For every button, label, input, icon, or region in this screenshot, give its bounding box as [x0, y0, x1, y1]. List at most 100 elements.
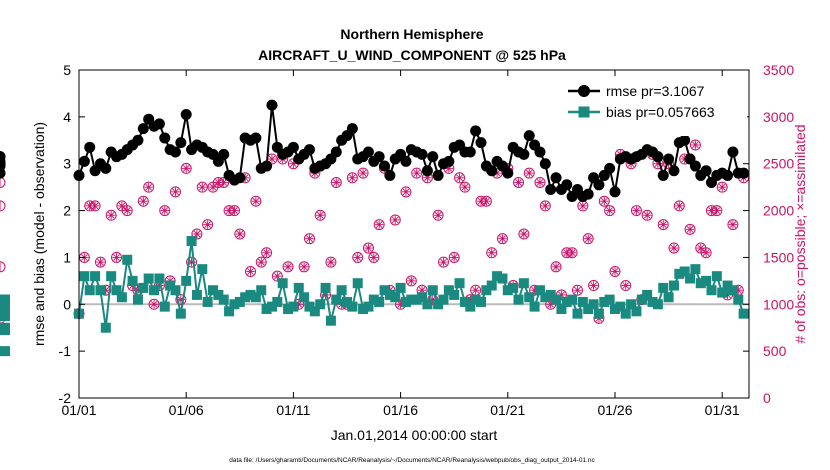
bias-point: [631, 306, 642, 317]
obs-assimilated-cross: [590, 282, 597, 289]
obs-assimilated-cross: [499, 235, 506, 243]
bias-point: [186, 236, 197, 247]
rmse-point: [486, 165, 498, 177]
plot-frame: [78, 69, 750, 399]
rmse-point: [250, 132, 262, 144]
obs-possible-circle: [89, 200, 101, 212]
bias-point: [524, 292, 535, 303]
rmse-point: [464, 146, 476, 158]
bias-point: [159, 301, 170, 312]
obs-count-marker: [566, 247, 578, 259]
rmse-point: [137, 123, 149, 135]
obs-assimilated-cross: [622, 282, 630, 289]
rmse-point: [432, 169, 444, 181]
obs-count-marker: [94, 256, 106, 268]
obs-assimilated-cross: [659, 221, 667, 228]
obs-possible-circle: [169, 186, 181, 198]
rmse-point: [153, 118, 165, 130]
obs-assimilated-cross: [633, 207, 640, 214]
obs-count-marker: [716, 181, 728, 193]
y-axis-left: -2 -1 0 1 2 3 4 5: [59, 62, 85, 406]
obs-possible-circle: [523, 167, 535, 179]
bias-point: [122, 254, 133, 265]
obs-possible-circle: [571, 284, 583, 296]
obs-assimilated-cross: [670, 244, 678, 252]
x-tick-label: 01/16: [383, 402, 418, 418]
obs-assimilated-cross: [729, 221, 737, 228]
obs-assimilated-cross: [91, 202, 99, 210]
bias-point: [218, 294, 229, 305]
obs-possible-circle: [411, 167, 423, 179]
bias-point: [283, 303, 294, 314]
bias-point: [400, 296, 411, 307]
bias-point: [293, 282, 304, 293]
obs-count-marker: [250, 195, 262, 207]
obs-assimilated-cross: [316, 211, 324, 219]
obs-count-marker: [641, 209, 653, 221]
y-left-tick-label: 3: [63, 156, 71, 172]
bias-point: [224, 306, 235, 317]
y-left-tick-label: 2: [63, 203, 71, 219]
bias-point: [486, 280, 497, 291]
bias-point: [738, 308, 749, 319]
obs-possible-circle: [121, 205, 133, 217]
bias-point: [342, 296, 352, 307]
obs-assimilated-cross: [198, 183, 206, 191]
obs-count-marker: [577, 200, 589, 212]
bias-point: [626, 299, 637, 310]
obs-count-marker: [0, 261, 6, 273]
bias-point: [390, 292, 401, 303]
bias-point: [711, 271, 722, 282]
obs-count-marker: [689, 139, 701, 151]
obs-assimilated-cross: [407, 277, 415, 285]
obs-count-marker: [657, 219, 669, 231]
obs-possible-circle: [282, 261, 294, 273]
obs-possible-circle: [0, 200, 6, 212]
obs-assimilated-cross: [150, 300, 158, 308]
obs-assimilated-cross: [118, 202, 126, 210]
obs-assimilated-cross: [643, 211, 651, 219]
y-left-tick-label: -2: [59, 390, 72, 406]
y-left-tick-label: 0: [63, 296, 71, 312]
obs-possible-circle: [0, 261, 6, 273]
bias-point: [529, 301, 540, 312]
obs-count-marker: [534, 176, 546, 188]
y-axis-left-label: rmse and bias (model - observation): [31, 122, 47, 346]
bias-point: [733, 294, 744, 305]
bias-point: [668, 280, 679, 291]
bias-point: [411, 294, 422, 305]
obs-possible-circle: [598, 195, 610, 207]
obs-assimilated-cross: [236, 230, 244, 238]
obs-count-marker: [400, 186, 412, 198]
bias-point: [604, 294, 615, 305]
obs-count-marker: [218, 176, 230, 188]
bias-point: [722, 280, 733, 291]
x-axis: 01/01 01/06 01/11 01/16 01/21 01/26 01/31: [61, 70, 740, 418]
rmse-point: [400, 155, 412, 167]
obs-possible-circle: [255, 256, 267, 268]
bias-point: [299, 292, 310, 303]
rmse-point: [738, 167, 750, 179]
rmse-point: [604, 162, 616, 174]
obs-count-marker: [202, 219, 214, 231]
obs-possible-circle: [196, 181, 208, 193]
bias-point: [256, 285, 267, 296]
bias-point: [272, 296, 283, 307]
x-tick-label: 01/26: [597, 402, 632, 418]
bias-point: [540, 292, 551, 303]
obs-possible-circle: [566, 247, 578, 259]
obs-possible-circle: [630, 205, 642, 217]
obs-possible-circle: [480, 195, 492, 207]
obs-assimilated-cross: [697, 244, 705, 252]
obs-count-marker: [668, 242, 680, 254]
obs-possible-circle: [191, 228, 203, 240]
bias-point: [727, 285, 738, 296]
obs-assimilated-cross: [536, 179, 544, 186]
obs-count-marker: [727, 219, 739, 231]
obs-count-marker: [588, 280, 600, 292]
bias-point: [663, 292, 674, 303]
bias-point: [497, 273, 508, 284]
obs-assimilated-cross: [332, 179, 340, 186]
bias-point: [449, 289, 460, 300]
obs-possible-circle: [641, 209, 653, 221]
